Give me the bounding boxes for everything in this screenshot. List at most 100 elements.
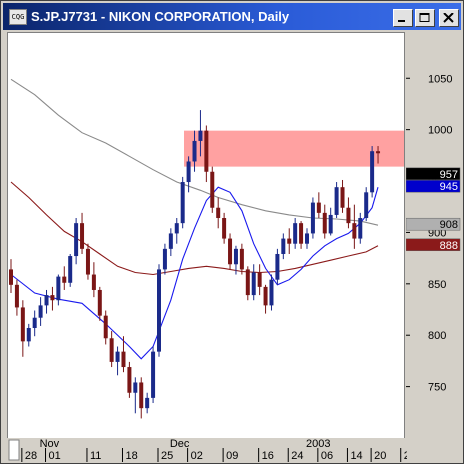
candle-body: [174, 223, 179, 234]
candle-body: [168, 233, 173, 249]
candle: [50, 286, 55, 311]
candle: [222, 212, 227, 244]
scroll-handle: [8, 439, 20, 461]
time-tick-label: 20: [374, 450, 386, 462]
candle-body: [263, 286, 268, 306]
time-tick-label: 28: [25, 450, 37, 462]
time-tick-label: 02: [191, 450, 203, 462]
candle: [97, 286, 102, 321]
candle-body: [50, 295, 55, 301]
time-tick-label: 01: [49, 450, 61, 462]
candle: [162, 243, 167, 275]
candle: [316, 192, 321, 219]
candle-body: [322, 212, 327, 234]
candle-body: [62, 276, 67, 283]
price-tag-box: [406, 179, 461, 193]
candle-body: [204, 130, 209, 172]
candle-body: [222, 218, 227, 239]
candle-body: [162, 248, 167, 270]
candle: [145, 392, 150, 414]
minimize-button[interactable]: [393, 9, 413, 27]
candle: [91, 262, 96, 298]
price-tag: 945: [406, 179, 461, 193]
candle: [275, 248, 280, 285]
candle-body: [157, 269, 161, 352]
candle-body: [299, 223, 304, 244]
close-button[interactable]: [439, 9, 459, 27]
candle: [358, 212, 363, 244]
candle-body: [14, 284, 19, 308]
time-tick-label: 09: [226, 450, 238, 462]
candle: [14, 279, 19, 316]
price-tag-box: [406, 217, 461, 231]
window-title: S.JP.J7731 - NIKON CORPORATION, Daily: [31, 9, 290, 24]
price-tag: 908: [406, 217, 461, 231]
candle: [334, 182, 339, 219]
ma-long-line: [10, 78, 379, 226]
maximize-button[interactable]: [415, 9, 435, 27]
price-tick-label: 750: [428, 382, 446, 394]
time-tick-label: 14: [350, 450, 362, 462]
candle: [68, 253, 73, 287]
month-label: 2003: [306, 438, 330, 450]
candle-body: [97, 289, 102, 316]
price-tick-label: 850: [428, 279, 446, 291]
candle: [216, 197, 221, 229]
candle-body: [281, 238, 286, 254]
candle-body: [376, 151, 381, 154]
time-tick-label: 18: [125, 450, 137, 462]
candle-body: [251, 272, 256, 296]
candle-body: [245, 269, 250, 296]
price-chart[interactable]: [8, 33, 404, 439]
candle-body: [358, 218, 363, 239]
price-tag-box: [406, 167, 461, 181]
candle-body: [91, 274, 96, 290]
candle-body: [44, 295, 49, 306]
candle: [133, 377, 138, 414]
candle-body: [210, 171, 215, 208]
candle: [352, 204, 357, 249]
chart-app-icon[interactable]: CQG: [9, 9, 27, 25]
candle: [38, 297, 43, 326]
month-label: Dec: [170, 438, 190, 450]
time-axis: 28 01 11 18 25 02 09 16 24 06 14 20 27 Nov Dec 2003: [7, 438, 407, 462]
candle-body: [257, 272, 262, 287]
candle: [186, 156, 191, 193]
time-tick-label: 06: [321, 450, 333, 462]
candle: [346, 197, 351, 229]
candle: [376, 146, 381, 164]
candle: [44, 289, 49, 314]
candle: [20, 300, 25, 357]
candle-body: [80, 223, 85, 249]
candle-body: [346, 207, 351, 224]
candle: [269, 274, 274, 311]
candle-body: [293, 223, 298, 244]
price-tag-label: 888: [440, 240, 458, 252]
price-tick-label: 1000: [428, 125, 452, 137]
candle: [56, 274, 61, 306]
candle-body: [228, 238, 233, 265]
candle: [109, 331, 114, 368]
candle-body: [38, 305, 43, 318]
candle-body: [145, 397, 150, 409]
candle: [168, 228, 173, 257]
title-bar[interactable]: CQG S.JP.J7731 - NIKON CORPORATION, Dail…: [3, 3, 461, 30]
candle: [26, 323, 31, 347]
candle: [85, 243, 90, 280]
candle: [62, 266, 67, 290]
candle-body: [328, 214, 333, 234]
candle: [74, 218, 79, 265]
candle: [370, 146, 375, 198]
candle-body: [186, 161, 191, 183]
candle-body: [192, 140, 197, 162]
candle: [80, 212, 85, 254]
plot-area[interactable]: [7, 32, 405, 440]
candle-body: [340, 187, 345, 208]
price-tick-label: 1050: [428, 73, 452, 85]
candle: [103, 310, 108, 345]
candle: [364, 187, 369, 222]
time-tick-label: 24: [291, 450, 303, 462]
candle-body: [9, 269, 13, 285]
time-tick-label: 27: [404, 450, 407, 462]
